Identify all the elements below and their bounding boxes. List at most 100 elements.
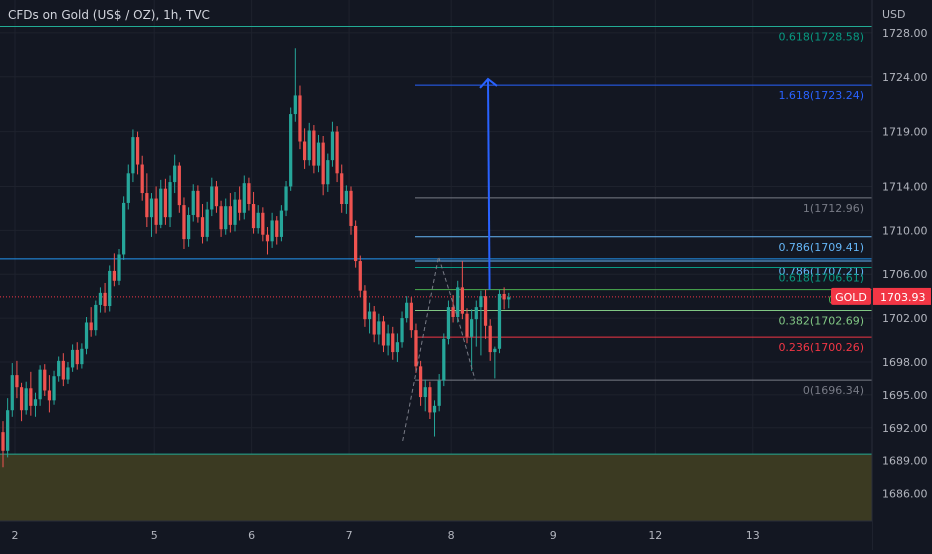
candle [367,302,372,334]
candle-body [470,319,474,337]
candle [442,333,446,387]
candle-body [214,186,219,207]
candle-body [302,141,307,161]
candle-body [173,165,177,183]
candle [15,360,19,399]
candle [29,371,33,416]
candle [182,197,186,249]
candle [414,323,418,373]
candle-body [238,199,242,213]
candle [358,255,362,298]
time-axis [0,521,872,550]
fib-level-label: 0.382(1702.69) [778,315,864,328]
candle-body [108,270,112,307]
candle [400,311,404,348]
candle [321,136,325,196]
candle [224,198,228,235]
candle-body [200,217,205,237]
candle [470,309,474,371]
candle [479,290,483,356]
candle [186,207,191,247]
fib-level-label: 0.618(1728.58) [778,31,864,44]
candle-body [284,186,288,211]
candle-body [326,160,330,185]
candle [135,131,140,175]
candle-body [460,287,464,314]
candle-body [24,388,28,411]
candle [335,126,339,183]
y-tick-label: 1695.00 [882,389,928,402]
candle [418,360,423,406]
candle [432,400,437,437]
fib-level-label: 1(1712.96) [803,202,864,215]
candle [159,179,163,229]
candle-body [122,202,126,255]
candle [140,155,144,201]
candle [177,162,181,213]
projection-arrow-shaft [487,78,491,290]
x-tick-label: 5 [151,529,158,542]
candle [405,296,409,323]
candle-body [145,193,149,218]
candle [386,324,390,356]
candle-body [414,330,418,367]
candle-body [242,183,246,213]
candle [33,392,38,417]
candle [219,200,223,237]
candle [261,207,265,242]
candle-body [335,131,339,174]
y-tick-label: 1706.00 [882,268,928,281]
candle [210,177,214,217]
candle-body [354,225,358,262]
candle [289,107,293,191]
candle [372,306,376,343]
candle-body [312,130,316,166]
candle [126,164,130,210]
candle-body [377,321,381,335]
candle [70,344,75,372]
candle-body [149,198,154,218]
candle-body [479,296,483,308]
candle-body [168,182,172,218]
candle [168,175,172,228]
candle-body [289,114,293,187]
candle-body [395,342,400,353]
candle-body [1,432,5,451]
candle [1,421,5,468]
candle [38,365,42,406]
candle [75,342,79,370]
fib-level-label: 0.236(1700.26) [778,341,864,354]
candle [381,315,386,353]
candle [108,265,112,312]
current-price-label: 1703.93 [880,291,926,304]
candle-body [372,311,376,335]
candle [89,307,93,337]
y-tick-label: 1698.00 [882,356,928,369]
y-tick-label: 1728.00 [882,27,928,40]
candle-body [228,206,232,225]
candle-body [33,399,38,406]
candle [437,374,441,412]
candle-body [52,376,56,401]
x-tick-label: 12 [648,529,662,542]
candle [395,333,400,362]
x-tick-label: 8 [448,529,455,542]
price-axis [872,0,932,550]
candle [354,220,358,268]
candle-body [456,287,460,317]
y-tick-label: 1689.00 [882,455,928,468]
candle [307,122,311,166]
x-tick-label: 13 [746,529,760,542]
candle-body [233,199,237,225]
candle [293,48,297,122]
support-zone [0,454,872,521]
candle [377,313,381,345]
candle-body [432,405,437,413]
candle-body [80,348,84,365]
candle [483,289,488,339]
candle [474,300,478,347]
candle-body [196,190,200,218]
candle [284,180,288,217]
